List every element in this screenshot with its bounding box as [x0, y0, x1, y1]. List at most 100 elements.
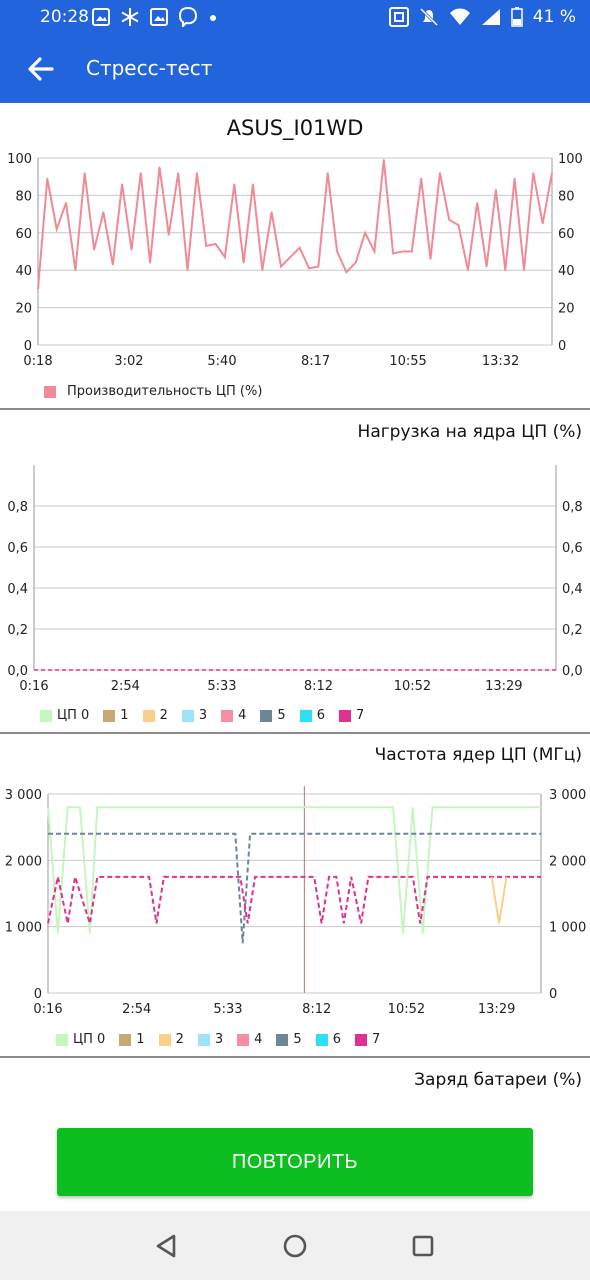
- recents-square-icon[interactable]: [408, 1231, 438, 1261]
- y-tick-label-right: 0,8: [562, 500, 583, 515]
- core-frequency-chart: 0 0 1 000 1 000 2 000 2 000 3 000 3 000 0:16 2:54…: [5, 786, 586, 1017]
- legend-swatch: [354, 1033, 367, 1046]
- legend-label: 5: [293, 1032, 302, 1047]
- legend-item: 4: [221, 708, 246, 723]
- legend-swatch: [197, 1033, 210, 1046]
- freq-chart-title: Частота ядер ЦП (МГц): [374, 745, 582, 765]
- legend-label: 7: [371, 1032, 381, 1047]
- dot-icon: [210, 15, 216, 21]
- legend-label: ЦП 0: [57, 708, 90, 723]
- legend-item: 3: [197, 1032, 223, 1047]
- y-tick-label-left: 0,6: [7, 541, 28, 556]
- y-tick-label-left: 0,2: [7, 623, 28, 638]
- y-tick-label-right: 0,0: [562, 664, 583, 679]
- legend-label: Производительность ЦП (%): [67, 384, 263, 399]
- legend-swatch: [40, 709, 52, 722]
- back-arrow-icon[interactable]: [26, 54, 56, 84]
- data-point: [102, 211, 105, 213]
- x-tick-label: 13:29: [478, 1002, 515, 1017]
- back-triangle-icon[interactable]: [152, 1231, 182, 1261]
- y-tick-label-right: 3 000: [549, 788, 586, 803]
- legend-label: 2: [159, 708, 168, 723]
- snowflake-icon: [121, 8, 139, 26]
- y-tick-label-right: 0,4: [562, 582, 583, 597]
- battery-chart-title: Заряд батареи (%): [414, 1070, 582, 1090]
- y-tick-label-right: 100: [558, 152, 583, 167]
- repeat-button[interactable]: ПОВТОРИТЬ: [57, 1128, 533, 1196]
- section-divider: [0, 1056, 590, 1058]
- y-tick-label-left: 0,8: [7, 500, 28, 515]
- page-title: Стресс-тест: [86, 56, 213, 80]
- data-point: [326, 172, 329, 174]
- legend-swatch: [56, 1033, 68, 1046]
- y-tick-label-left: 0: [34, 987, 42, 1002]
- data-point: [495, 189, 497, 191]
- data-point: [224, 256, 226, 258]
- data-point: [261, 269, 264, 271]
- x-tick-label: 2:54: [122, 1002, 151, 1017]
- legend-label: 6: [316, 708, 325, 723]
- status-left-icons: [92, 7, 218, 27]
- legend-swatch: [237, 1033, 250, 1046]
- y-tick-label-right: 20: [558, 302, 575, 317]
- y-tick-label-right: 60: [558, 227, 575, 242]
- series-line-cpu-performance: [37, 159, 553, 289]
- status-time: 20:28: [40, 7, 89, 27]
- data-point: [467, 269, 469, 271]
- home-circle-icon[interactable]: [280, 1231, 310, 1261]
- data-point: [121, 183, 123, 185]
- legend-label: 4: [238, 708, 247, 723]
- y-tick-label-right: 0: [558, 339, 566, 354]
- legend-label: 5: [277, 708, 286, 723]
- data-point: [177, 172, 179, 174]
- data-point: [429, 258, 432, 260]
- y-tick-label-left: 2 000: [5, 854, 42, 869]
- data-point: [345, 271, 348, 273]
- nfc-icon: [388, 7, 409, 27]
- legend-item: ЦП 0: [56, 1032, 105, 1047]
- data-point: [46, 177, 49, 180]
- core-load-legend: ЦП 0 1 2 3 4 5 6 7: [40, 708, 372, 723]
- data-point: [196, 172, 198, 174]
- y-tick-label-left: 80: [15, 189, 32, 204]
- data-point: [158, 166, 161, 169]
- legend-label: ЦП 0: [73, 1032, 106, 1047]
- x-tick-label: 5:33: [207, 679, 236, 694]
- data-point: [383, 159, 385, 161]
- data-point: [186, 269, 189, 271]
- legend-item: 2: [142, 708, 168, 723]
- legend-item: 7: [354, 1032, 381, 1047]
- x-tick-label: 8:12: [302, 1002, 331, 1017]
- legend-swatch: [315, 1033, 328, 1046]
- legend-swatch: [44, 385, 56, 398]
- y-tick-label-left: 20: [15, 302, 32, 317]
- data-point: [448, 218, 451, 221]
- legend-swatch: [260, 709, 273, 722]
- x-tick-label: 0:16: [19, 679, 48, 694]
- legend-swatch: [119, 1033, 132, 1046]
- y-tick-label-left: 0,4: [7, 582, 28, 597]
- battery-percent: 41 %: [532, 7, 576, 27]
- legend-item: 6: [315, 1032, 341, 1047]
- data-point: [354, 261, 357, 264]
- data-point: [83, 172, 86, 174]
- legend-swatch: [103, 709, 116, 722]
- legend-item: 6: [299, 708, 325, 723]
- battery-icon: [511, 7, 523, 27]
- section-divider: [0, 408, 590, 410]
- data-point: [523, 269, 525, 271]
- legend-item: 7: [338, 708, 364, 723]
- data-point: [37, 288, 39, 290]
- data-point: [392, 252, 394, 255]
- series-line-core-ЦП-0: [47, 806, 541, 934]
- data-point: [551, 172, 553, 174]
- data-point: [308, 267, 310, 270]
- legend-item: 1: [103, 708, 129, 723]
- viber-icon: [178, 7, 198, 27]
- legend-swatch: [299, 709, 312, 722]
- performance-chart: 0 0 20 20 40 40 60 60 80 80 100 100 0:18 3:02 5:40 8:17…: [7, 152, 583, 369]
- data-point: [74, 269, 77, 271]
- data-point: [298, 247, 301, 249]
- data-point: [336, 250, 338, 253]
- data-point: [205, 245, 207, 247]
